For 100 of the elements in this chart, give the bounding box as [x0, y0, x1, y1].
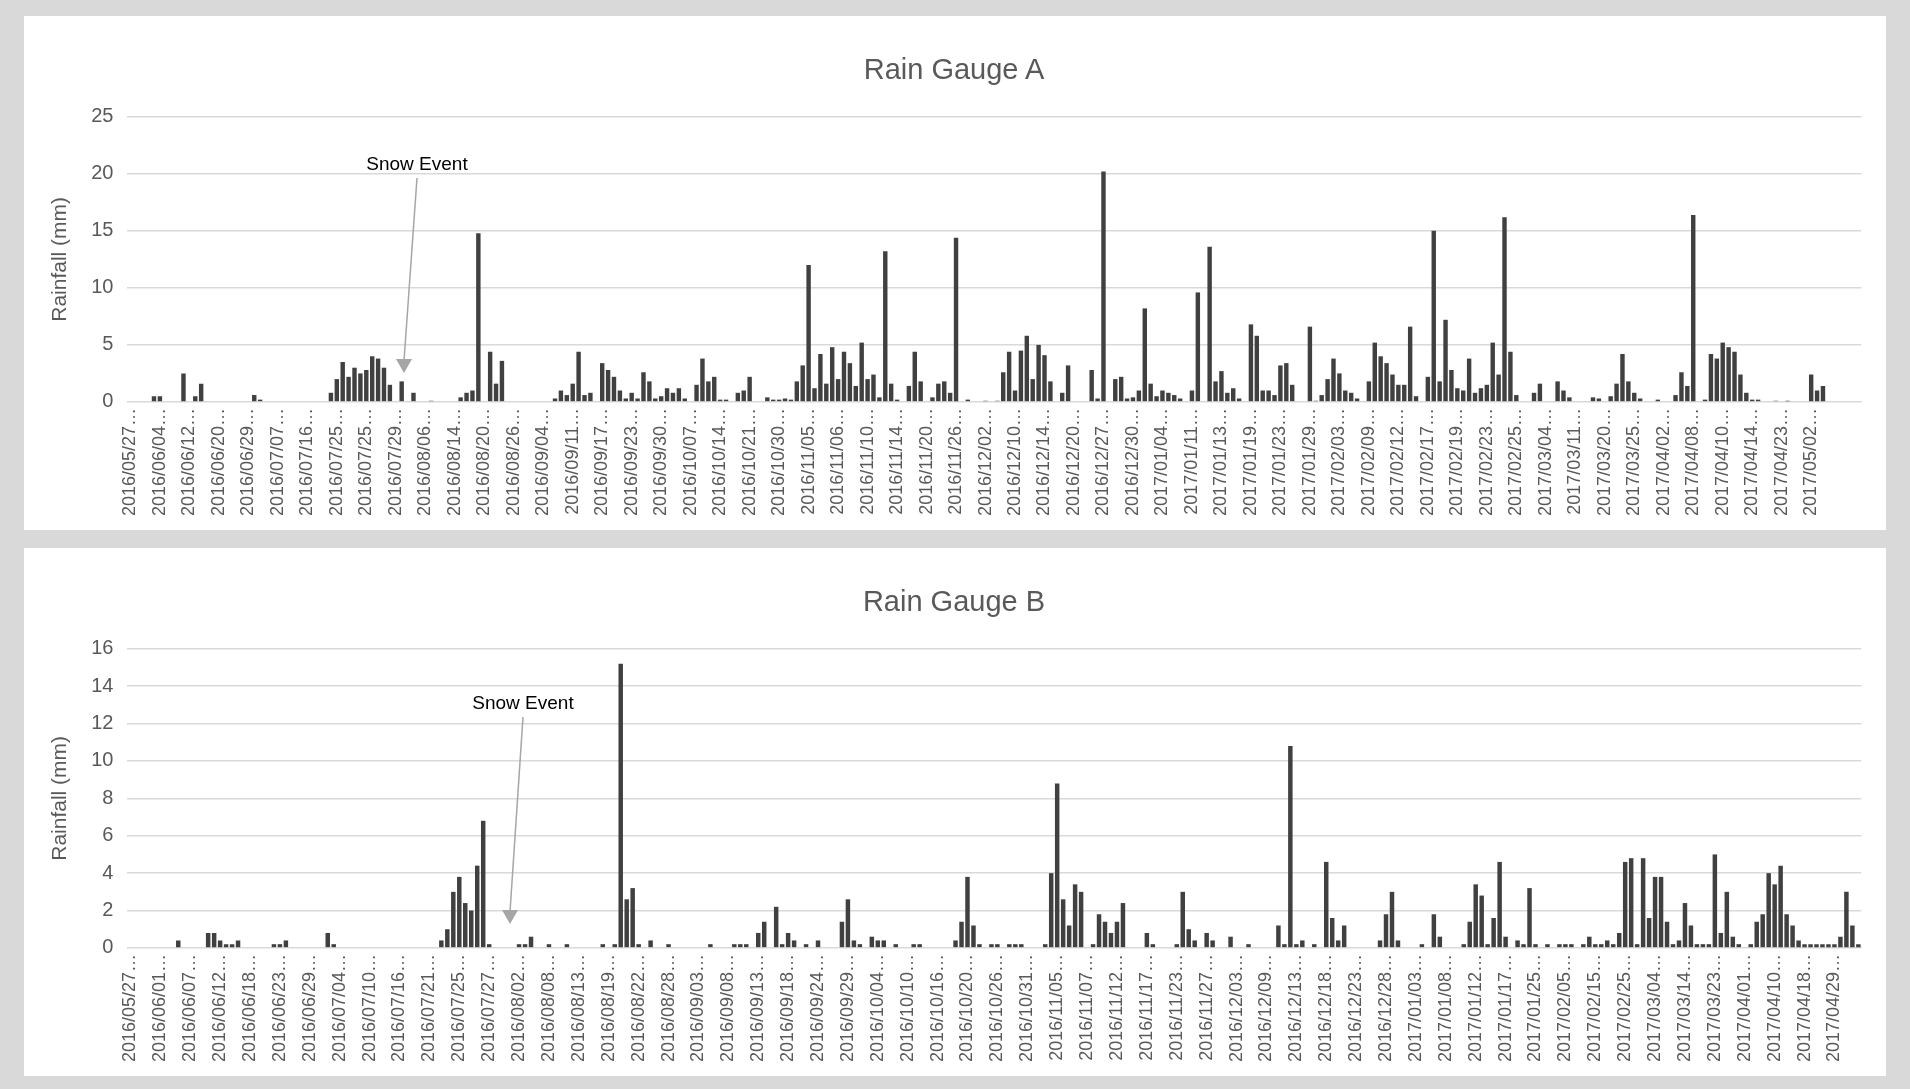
bar	[600, 944, 606, 948]
x-tick-label: 2016/05/27…	[119, 953, 140, 1063]
x-tick-label: 2017/02/15…	[1584, 953, 1605, 1063]
bar	[1177, 398, 1183, 402]
y-axis-title: Rainfall (mm)	[47, 735, 71, 861]
bar	[1590, 397, 1596, 402]
x-tick-label: 2017/02/12…	[1387, 407, 1408, 517]
x-tick-label: 2017/02/03…	[1328, 407, 1349, 517]
x-tick-label: 2016/08/22…	[627, 953, 648, 1063]
bar	[1001, 372, 1006, 402]
bar	[1478, 388, 1484, 402]
x-tick-label: 2016/06/18…	[238, 953, 259, 1063]
x-tick-label: 2017/04/29…	[1823, 953, 1844, 1063]
bar	[1377, 940, 1383, 948]
bar	[271, 944, 277, 948]
bar	[1670, 944, 1676, 948]
x-tick-label: 2016/08/26…	[502, 407, 523, 517]
x-tick-label: 2016/07/04…	[328, 953, 349, 1063]
x-tick-label: 2016/12/27…	[1092, 407, 1113, 517]
x-tick-label: 2016/12/30…	[1121, 407, 1142, 517]
x-tick-label: 2016/12/09…	[1255, 953, 1276, 1063]
x-tick-label: 2017/04/23…	[1770, 407, 1791, 517]
x-tick-label: 2016/10/10…	[896, 953, 917, 1063]
bar	[283, 940, 289, 948]
bar	[857, 944, 863, 948]
x-tick-label: 2017/03/04…	[1534, 407, 1555, 517]
bar	[552, 398, 558, 402]
x-tick-label: 2016/06/29…	[298, 953, 319, 1063]
x-tick-label: 2016/07/25…	[448, 953, 469, 1063]
x-tick-label: 2017/01/29…	[1298, 407, 1319, 517]
x-tick-label: 2016/09/18…	[777, 953, 798, 1063]
x-tick-label: 2016/08/13…	[567, 953, 588, 1063]
bar	[676, 388, 682, 402]
bar	[399, 381, 404, 402]
annotation: Snow Event	[366, 152, 469, 174]
x-tick-label: 2016/09/03…	[687, 953, 708, 1063]
x-tick-label: 2016/11/27…	[1195, 953, 1216, 1061]
x-tick-label: 2016/08/06…	[414, 407, 435, 517]
x-tick-label: 2016/07/07…	[266, 407, 287, 517]
bar	[1248, 324, 1254, 402]
x-tick-label: 2017/02/25…	[1614, 953, 1635, 1063]
bar	[658, 396, 664, 402]
x-tick-label: 2017/04/08…	[1682, 407, 1703, 517]
x-tick-label: 2016/09/17…	[591, 407, 612, 517]
bar	[682, 398, 687, 402]
x-tick-label: 2016/11/06…	[827, 407, 848, 515]
bar	[486, 944, 492, 948]
x-tick-label: 2016/10/31…	[1016, 953, 1037, 1063]
x-tick-label: 2017/03/25…	[1623, 407, 1644, 517]
bar	[193, 396, 198, 402]
x-tick-label: 2016/09/08…	[717, 953, 738, 1063]
x-tick-label: 2016/10/16…	[926, 953, 947, 1063]
x-tick-label: 2016/08/20…	[473, 407, 494, 517]
x-tick-label: 2016/08/19…	[597, 953, 618, 1063]
bar	[1124, 398, 1130, 402]
x-tick-label: 2016/10/20…	[956, 953, 977, 1063]
x-tick-label: 2016/11/05…	[797, 407, 818, 515]
x-tick-label: 2016/10/07…	[679, 407, 700, 517]
bar	[1307, 326, 1313, 402]
bar	[1090, 944, 1096, 948]
x-tick-label: 2016/11/17…	[1135, 953, 1156, 1061]
annotation: Snow Event	[472, 691, 575, 713]
x-tick-label: 2017/01/13…	[1210, 407, 1231, 517]
x-tick-label: 2017/02/25…	[1505, 407, 1526, 517]
x-tick-label: 2017/01/04…	[1151, 407, 1172, 517]
bar	[1341, 925, 1347, 948]
x-tick-label: 2017/03/14…	[1673, 953, 1694, 1063]
bar	[782, 398, 788, 402]
bar	[1228, 936, 1233, 948]
x-tick-label: 2017/03/20…	[1593, 407, 1614, 517]
x-tick-label: 2016/06/23…	[268, 953, 289, 1063]
x-tick-label: 2016/12/28…	[1374, 953, 1395, 1063]
bar	[1312, 944, 1317, 948]
x-tick-label: 2016/09/24…	[806, 953, 827, 1063]
bar	[1236, 398, 1242, 402]
chart-title: Rain Gauge A	[863, 53, 1045, 86]
bar	[1820, 385, 1826, 402]
x-tick-label: 2016/11/26…	[945, 407, 966, 515]
x-tick-label: 2016/12/20…	[1062, 407, 1083, 517]
bar	[666, 944, 671, 948]
x-tick-label: 2017/04/18…	[1793, 953, 1814, 1063]
x-tick-label: 2016/07/21…	[418, 953, 439, 1063]
bar	[1407, 326, 1413, 402]
bar	[779, 944, 785, 948]
x-tick-label: 2016/11/20…	[915, 407, 936, 515]
bar	[1694, 944, 1700, 948]
x-tick-label: 2017/01/11…	[1180, 407, 1201, 515]
x-tick-label: 2016/11/12…	[1105, 953, 1126, 1061]
bar	[847, 363, 853, 402]
x-tick-label: 2017/01/12…	[1464, 953, 1485, 1063]
bar	[157, 396, 163, 402]
x-tick-label: 2016/12/13…	[1285, 953, 1306, 1063]
x-tick-label: 2016/07/25…	[325, 407, 346, 517]
bar	[1195, 292, 1201, 402]
x-tick-label: 2016/10/04…	[866, 953, 887, 1063]
bar	[1354, 398, 1360, 402]
x-tick-label: 2016/07/16…	[388, 953, 409, 1063]
x-tick-label: 2016/08/02…	[508, 953, 529, 1063]
x-tick-label: 2016/09/23…	[620, 407, 641, 517]
bar	[217, 940, 223, 948]
